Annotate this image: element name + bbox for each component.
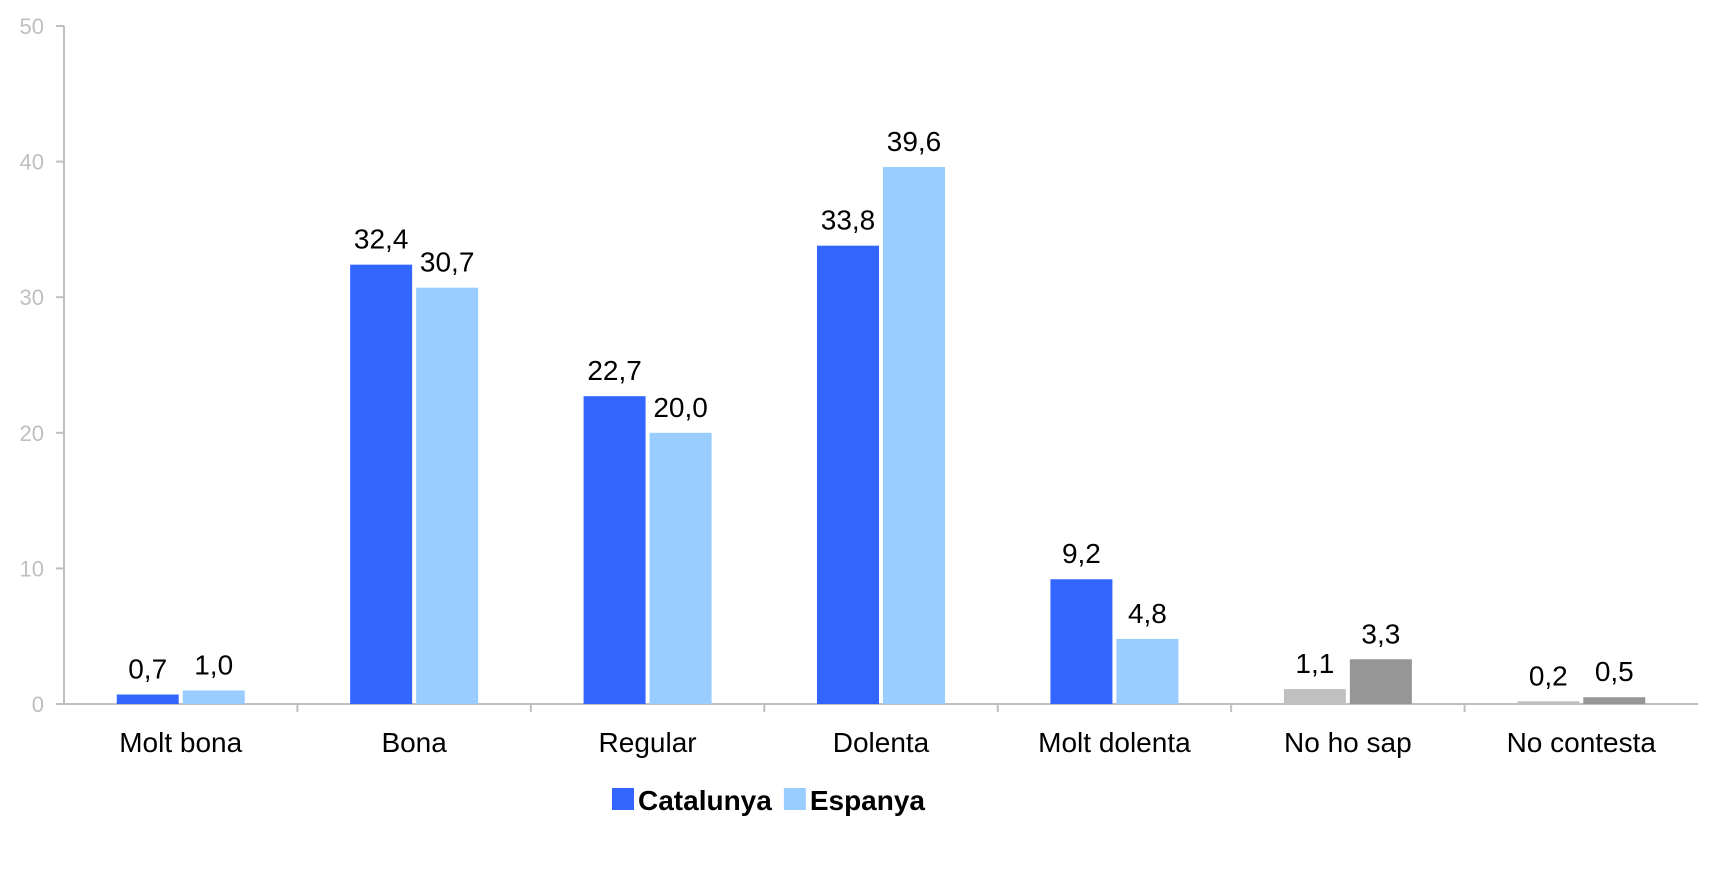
bar-catalunya <box>1283 689 1346 704</box>
bar-espanya <box>883 167 945 705</box>
bar-catalunya <box>817 245 879 704</box>
chart-axes: 0 10 20 30 40 50 Molt bona Bona Regular Dolenta Mo… <box>20 14 1698 758</box>
bar-catalunya <box>583 396 646 704</box>
data-label: 22,7 <box>587 355 642 386</box>
bar-espanya <box>649 432 712 704</box>
category-label: Dolenta <box>833 727 930 758</box>
data-label: 9,2 <box>1062 538 1101 569</box>
data-label: 30,7 <box>420 247 475 278</box>
y-tick-label: 10 <box>20 556 44 581</box>
data-label: 33,8 <box>821 205 876 236</box>
chart-bars <box>116 167 1646 705</box>
category-label: No contesta <box>1507 727 1657 758</box>
data-label: 0,5 <box>1595 656 1634 687</box>
category-label: Bona <box>381 727 447 758</box>
legend-label-catalunya: Catalunya <box>638 785 772 816</box>
chart-legend: Catalunya Espanya <box>612 785 925 816</box>
legend-label-espanya: Espanya <box>810 785 926 816</box>
data-label: 1,0 <box>194 649 233 680</box>
data-label: 4,8 <box>1128 598 1167 629</box>
category-label: Molt bona <box>119 727 242 758</box>
category-label: Regular <box>599 727 697 758</box>
data-label: 3,3 <box>1361 618 1400 649</box>
y-tick-label: 40 <box>20 150 44 175</box>
bar-catalunya <box>1050 579 1113 704</box>
bar-catalunya <box>116 694 179 704</box>
bar-catalunya <box>350 264 413 704</box>
data-label: 39,6 <box>887 126 942 157</box>
category-label: No ho sap <box>1284 727 1412 758</box>
data-label: 32,4 <box>354 224 409 255</box>
legend-swatch-espanya <box>783 788 806 810</box>
data-label: 20,0 <box>653 392 708 423</box>
data-label: 1,1 <box>1295 648 1334 679</box>
bar-catalunya <box>1517 701 1580 704</box>
data-label: 0,2 <box>1529 660 1568 691</box>
category-label: Molt dolenta <box>1038 727 1191 758</box>
bar-espanya <box>1116 638 1179 704</box>
chart-data-labels: 0,7 1,0 32,4 30,7 22,7 20,0 33,8 39,6 9,2 4,8 1,1 3… <box>128 126 1634 691</box>
bar-espanya <box>182 690 245 704</box>
legend-swatch-catalunya <box>612 788 634 810</box>
data-label: 0,7 <box>128 654 167 685</box>
y-tick-label: 20 <box>20 421 44 446</box>
bar-espanya <box>1583 697 1646 704</box>
y-tick-label: 0 <box>32 692 44 717</box>
y-tick-label: 50 <box>20 14 44 39</box>
bar-espanya <box>1349 659 1412 704</box>
bar-espanya <box>416 287 479 704</box>
y-tick-label: 30 <box>20 285 44 310</box>
